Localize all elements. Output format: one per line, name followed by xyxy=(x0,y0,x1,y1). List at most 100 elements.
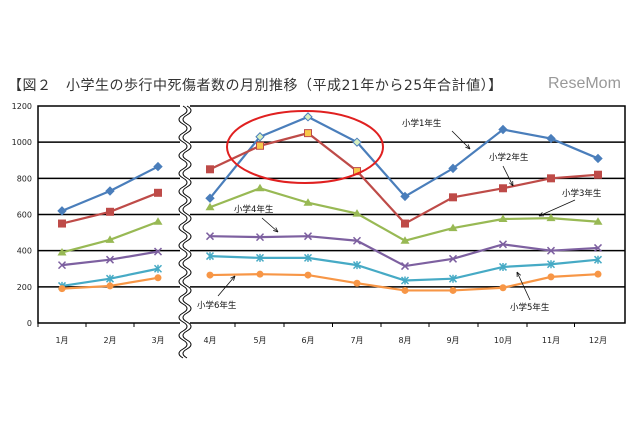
series-3 xyxy=(57,183,603,256)
series-2 xyxy=(58,129,602,228)
data-point xyxy=(448,254,458,263)
data-point xyxy=(352,236,362,245)
axis-break-icon xyxy=(178,105,192,359)
data-point xyxy=(105,274,115,283)
y-tick-label: 800 xyxy=(17,174,32,183)
arrow-head-icon xyxy=(538,212,545,217)
y-tick-label: 1200 xyxy=(12,102,32,111)
data-point xyxy=(255,132,265,142)
data-point xyxy=(352,137,362,147)
label-arrow xyxy=(451,130,471,150)
data-point xyxy=(546,133,556,144)
data-point xyxy=(153,247,163,256)
x-tick-label: 6月 xyxy=(301,336,314,345)
data-point xyxy=(57,247,67,256)
data-point xyxy=(105,255,115,264)
x-tick-label: 7月 xyxy=(350,336,363,345)
x-tick-label: 4月 xyxy=(203,336,216,345)
data-point xyxy=(205,232,215,241)
data-point xyxy=(499,184,507,193)
x-tick-label: 12月 xyxy=(589,336,607,345)
data-point xyxy=(448,223,458,232)
data-point xyxy=(106,207,114,216)
data-point xyxy=(593,243,603,252)
data-point xyxy=(58,219,66,228)
data-point xyxy=(449,193,457,202)
data-point xyxy=(401,219,409,228)
series-4 xyxy=(57,232,603,271)
arrow-head-icon xyxy=(273,227,279,233)
data-point xyxy=(303,198,313,206)
series-label-1: 小学1年生 xyxy=(402,118,442,129)
data-point xyxy=(153,161,163,172)
data-point xyxy=(57,206,67,216)
data-point xyxy=(154,274,162,282)
series-label-3: 小学3年生 xyxy=(562,188,602,199)
x-tick-label: 8月 xyxy=(398,336,411,345)
label-arrow xyxy=(261,217,279,233)
series-label-5: 小学5年生 xyxy=(510,302,550,313)
data-point xyxy=(593,217,603,225)
data-point xyxy=(255,233,265,242)
data-point xyxy=(547,273,555,281)
data-point xyxy=(205,252,215,261)
data-point xyxy=(205,202,215,211)
data-point xyxy=(498,240,508,249)
y-tick-label: 0 xyxy=(27,319,32,328)
data-point xyxy=(498,214,508,223)
label-arrow xyxy=(516,271,531,301)
data-point xyxy=(498,262,508,271)
data-point xyxy=(303,112,313,122)
data-point xyxy=(546,213,556,222)
data-point xyxy=(401,286,409,294)
data-point xyxy=(594,270,602,278)
data-point xyxy=(546,246,556,255)
data-point xyxy=(303,253,313,262)
arrow-head-icon xyxy=(465,144,471,150)
x-tick-label: 9月 xyxy=(446,336,459,345)
x-tick-label: 5月 xyxy=(253,336,266,345)
y-tick-label: 600 xyxy=(17,211,32,220)
data-point xyxy=(593,153,603,164)
data-point xyxy=(546,260,556,269)
data-point xyxy=(58,285,66,293)
data-point xyxy=(594,170,602,179)
series-line xyxy=(61,250,159,267)
x-tick-label: 10月 xyxy=(494,336,512,345)
chart-title: 【図２ 小学生の歩行中死傷者数の月別推移（平成21年から25年合計値）】 xyxy=(8,78,503,94)
data-point xyxy=(498,124,508,135)
data-point xyxy=(352,209,362,217)
series-line xyxy=(209,115,599,199)
series-6 xyxy=(58,270,602,294)
data-point xyxy=(153,264,163,273)
data-point xyxy=(400,276,410,285)
data-point xyxy=(353,279,361,287)
data-point xyxy=(153,217,163,225)
logo: ReseMom xyxy=(548,75,621,92)
data-point xyxy=(499,284,507,292)
data-point xyxy=(352,261,362,270)
data-point xyxy=(303,232,313,241)
data-point xyxy=(154,188,162,197)
data-point xyxy=(593,255,603,264)
data-point xyxy=(304,129,312,138)
x-tick-label: 11月 xyxy=(542,336,560,345)
data-point xyxy=(448,163,458,174)
series-label-4: 小学4年生 xyxy=(234,204,274,215)
arrow-head-icon xyxy=(516,271,521,278)
x-tick-label: 1月 xyxy=(55,336,68,345)
data-point xyxy=(256,270,264,278)
label-arrow xyxy=(217,275,236,297)
data-point xyxy=(206,165,214,174)
arrow-head-icon xyxy=(230,275,236,281)
label-arrow xyxy=(538,199,576,217)
y-tick-label: 1000 xyxy=(12,138,32,147)
data-point xyxy=(206,271,214,279)
data-point xyxy=(448,274,458,283)
series-1 xyxy=(57,112,603,216)
data-point xyxy=(57,261,67,270)
highlight-ellipse xyxy=(226,110,384,184)
y-tick-label: 400 xyxy=(17,247,32,256)
